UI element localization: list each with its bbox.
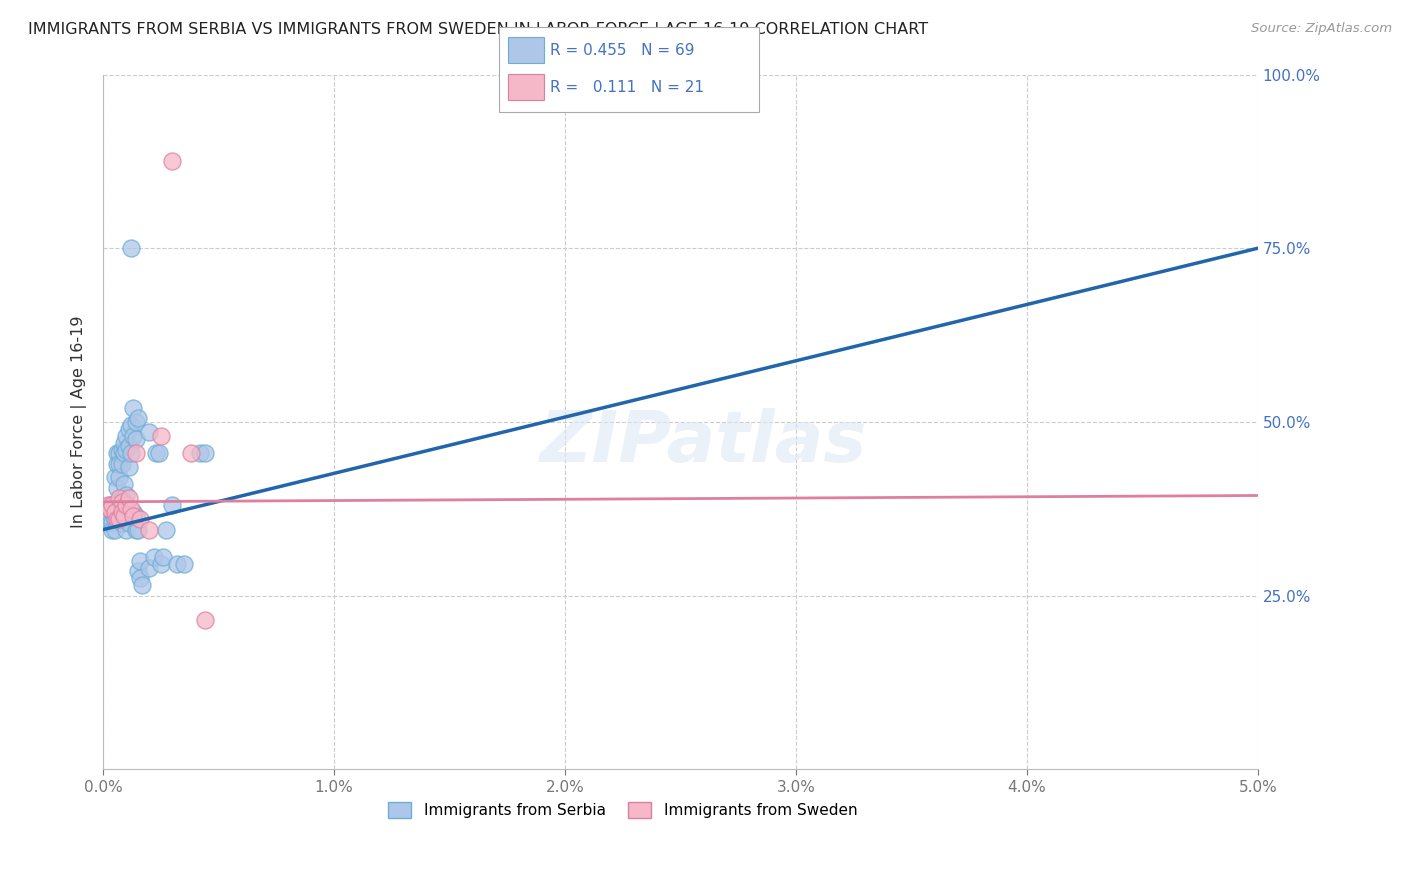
Point bbox=[149, 558, 172, 572]
Point bbox=[108, 491, 131, 506]
Point bbox=[124, 432, 146, 446]
Point bbox=[108, 446, 131, 460]
Point bbox=[108, 457, 131, 471]
Point bbox=[112, 508, 135, 523]
Text: ZIPatlas: ZIPatlas bbox=[540, 409, 868, 477]
Point bbox=[162, 154, 184, 169]
Point bbox=[145, 446, 167, 460]
Point bbox=[101, 523, 124, 537]
Point bbox=[155, 523, 177, 537]
Point bbox=[148, 446, 170, 460]
Point bbox=[120, 241, 142, 255]
Point bbox=[120, 418, 142, 433]
Point bbox=[180, 446, 202, 460]
Point bbox=[120, 501, 142, 516]
Point bbox=[98, 498, 121, 512]
Point bbox=[122, 505, 145, 519]
Point bbox=[104, 512, 127, 526]
Point bbox=[104, 505, 127, 519]
Point bbox=[129, 512, 152, 526]
Point bbox=[120, 446, 142, 460]
Point bbox=[101, 498, 124, 512]
Point bbox=[105, 446, 128, 460]
Point bbox=[143, 550, 166, 565]
Point bbox=[105, 498, 128, 512]
Point bbox=[111, 442, 134, 457]
Point bbox=[111, 457, 134, 471]
Point bbox=[131, 578, 153, 592]
Point bbox=[117, 491, 139, 506]
Text: IMMIGRANTS FROM SERBIA VS IMMIGRANTS FROM SWEDEN IN LABOR FORCE | AGE 16-19 CORR: IMMIGRANTS FROM SERBIA VS IMMIGRANTS FRO… bbox=[28, 22, 928, 38]
Point bbox=[117, 439, 139, 453]
Point bbox=[105, 505, 128, 519]
Point bbox=[98, 501, 121, 516]
Point bbox=[166, 558, 188, 572]
Point bbox=[162, 498, 184, 512]
Point bbox=[188, 446, 211, 460]
Point bbox=[112, 477, 135, 491]
Point bbox=[173, 558, 195, 572]
Point bbox=[115, 442, 138, 457]
Point bbox=[108, 470, 131, 484]
Point bbox=[127, 564, 149, 578]
Point bbox=[105, 481, 128, 495]
Point bbox=[112, 495, 135, 509]
Point bbox=[97, 508, 120, 523]
Point bbox=[112, 446, 135, 460]
Point bbox=[117, 516, 139, 530]
Point bbox=[105, 457, 128, 471]
Point bbox=[122, 401, 145, 415]
Point bbox=[111, 516, 134, 530]
Point bbox=[138, 523, 160, 537]
Point bbox=[101, 505, 124, 519]
Point bbox=[108, 498, 131, 512]
Point bbox=[124, 415, 146, 429]
Point bbox=[138, 425, 160, 440]
Point bbox=[112, 435, 135, 450]
Legend: Immigrants from Serbia, Immigrants from Sweden: Immigrants from Serbia, Immigrants from … bbox=[382, 796, 863, 824]
Point bbox=[115, 523, 138, 537]
Point bbox=[98, 516, 121, 530]
Point bbox=[120, 508, 142, 523]
Point bbox=[104, 523, 127, 537]
Point bbox=[194, 613, 217, 627]
Point bbox=[105, 512, 128, 526]
Point bbox=[111, 501, 134, 516]
Point bbox=[138, 561, 160, 575]
Point bbox=[112, 512, 135, 526]
Point bbox=[117, 460, 139, 475]
Point bbox=[115, 488, 138, 502]
Point bbox=[111, 491, 134, 506]
Point bbox=[111, 505, 134, 519]
Point bbox=[152, 550, 174, 565]
Point bbox=[122, 429, 145, 443]
Point bbox=[124, 508, 146, 523]
Point bbox=[117, 422, 139, 436]
Y-axis label: In Labor Force | Age 16-19: In Labor Force | Age 16-19 bbox=[72, 316, 87, 528]
Point bbox=[127, 411, 149, 425]
Text: Source: ZipAtlas.com: Source: ZipAtlas.com bbox=[1251, 22, 1392, 36]
Point bbox=[194, 446, 217, 460]
Point bbox=[97, 498, 120, 512]
Text: R = 0.455   N = 69: R = 0.455 N = 69 bbox=[550, 44, 695, 58]
Point bbox=[104, 470, 127, 484]
Point bbox=[115, 505, 138, 519]
Point bbox=[129, 554, 152, 568]
Point bbox=[108, 508, 131, 523]
Point bbox=[129, 571, 152, 585]
Text: R =   0.111   N = 21: R = 0.111 N = 21 bbox=[550, 80, 704, 95]
Point bbox=[124, 446, 146, 460]
Point bbox=[127, 523, 149, 537]
Point bbox=[122, 508, 145, 523]
Point bbox=[104, 498, 127, 512]
Point bbox=[115, 498, 138, 512]
Point bbox=[124, 523, 146, 537]
Point bbox=[115, 429, 138, 443]
Point bbox=[101, 516, 124, 530]
Point bbox=[149, 429, 172, 443]
Point bbox=[111, 495, 134, 509]
Point bbox=[108, 512, 131, 526]
